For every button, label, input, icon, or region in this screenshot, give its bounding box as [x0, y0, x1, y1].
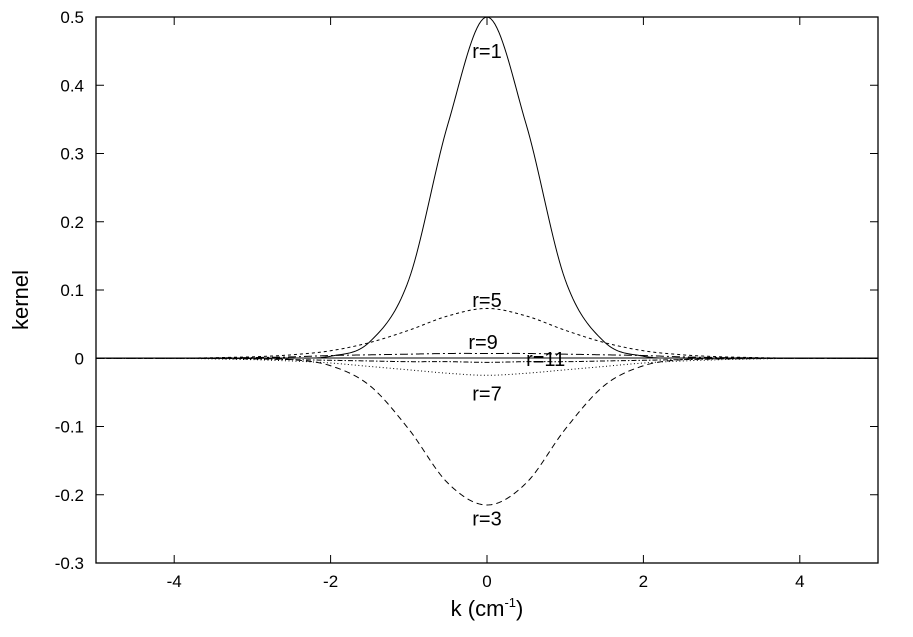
y-tick-label: -0.3: [55, 554, 84, 573]
y-tick-label: -0.1: [55, 418, 84, 437]
series-line-r9: [96, 352, 878, 359]
y-tick-label: 0.4: [60, 76, 84, 95]
curve-label-r9: r=9: [468, 332, 497, 354]
curve-label-r5: r=5: [472, 290, 501, 312]
series-line-r5: [96, 307, 878, 359]
curve-label-r11: r=11: [526, 349, 565, 371]
x-tick-label: 4: [795, 572, 804, 591]
curve-label-r3: r=3: [472, 509, 501, 531]
series-line-r7: [96, 357, 878, 376]
series-line-r11: [96, 357, 878, 363]
y-tick-label: 0.3: [60, 145, 84, 164]
x-tick-label: 2: [639, 572, 648, 591]
y-tick-label: 0.2: [60, 213, 84, 232]
curve-labels: r=1 r=3 r=5 r=7 r=9 r=11: [468, 41, 565, 531]
series-line-r3: [96, 357, 878, 506]
tick-labels: -4 -2 0 2 4 -0.3 -0.2 -0.1 0 0.1 0.2 0.3 0.4 0.5: [55, 8, 805, 591]
x-tick-label: -4: [167, 572, 182, 591]
curve-label-r1: r=1: [472, 41, 501, 63]
x-tick-label: -2: [323, 572, 338, 591]
x-axis-label-sup: -1: [504, 595, 516, 610]
series-layer: [96, 16, 878, 506]
x-axis-label: k (cm-1): [451, 595, 524, 621]
y-tick-label: 0.1: [60, 281, 84, 300]
x-tick-label: 0: [482, 572, 491, 591]
curve-label-r7: r=7: [472, 384, 501, 406]
x-axis-label-base: k (cm: [451, 596, 505, 621]
y-tick-label: -0.2: [55, 486, 84, 505]
y-tick-label: 0.5: [60, 8, 84, 27]
x-axis-label-close: ): [516, 596, 523, 621]
y-tick-label: 0: [75, 349, 84, 368]
axis-ticks: [96, 16, 878, 564]
y-axis-label: kernel: [8, 270, 33, 330]
